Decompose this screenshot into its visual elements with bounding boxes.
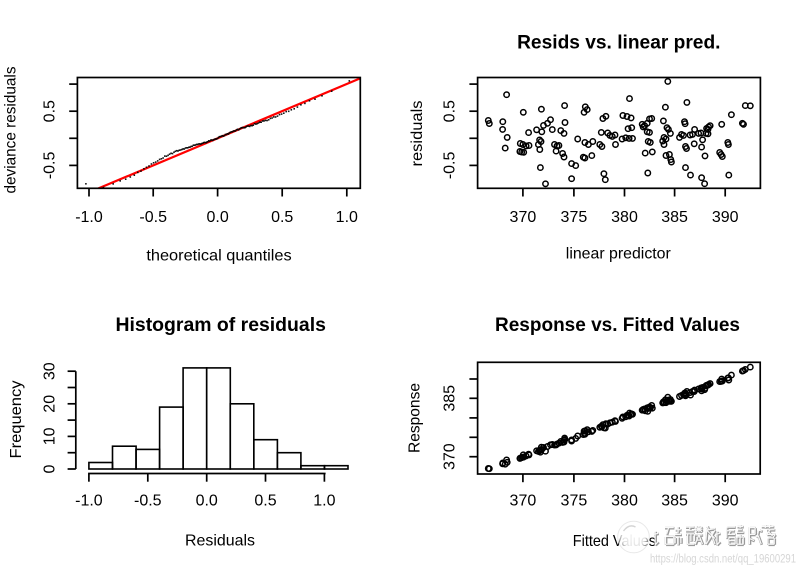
svg-text:0.0: 0.0 [196,493,218,510]
svg-text:370: 370 [442,443,459,470]
svg-text:390: 390 [712,209,739,226]
svg-text:-1.0: -1.0 [75,493,103,510]
svg-text:-0.5: -0.5 [134,493,162,510]
svg-text:385: 385 [442,385,459,412]
svg-text:Resids vs. linear pred.: Resids vs. linear pred. [517,33,720,54]
svg-text:385: 385 [661,493,688,510]
svg-text:linear predictor: linear predictor [566,246,672,263]
svg-text:10: 10 [42,427,59,445]
svg-text:375: 375 [561,209,588,226]
svg-text:https://blog.csdn.net/qq_19600: https://blog.csdn.net/qq_19600291 [650,554,796,566]
svg-text:0.5: 0.5 [271,209,293,226]
svg-text:385: 385 [661,209,688,226]
svg-text:Histogram of residuals: Histogram of residuals [116,315,326,336]
svg-text:375: 375 [561,493,588,510]
svg-text:0.5: 0.5 [254,493,276,510]
svg-text:-1.0: -1.0 [75,209,103,226]
svg-text:deviance residuals: deviance residuals [3,67,20,194]
svg-text:380: 380 [611,209,638,226]
svg-text:0: 0 [42,464,59,473]
svg-text:370: 370 [510,493,537,510]
svg-text:0.5: 0.5 [442,100,459,122]
svg-text:-0.5: -0.5 [442,152,459,180]
svg-text:380: 380 [611,493,638,510]
svg-text:-0.5: -0.5 [139,209,167,226]
svg-text:390: 390 [712,493,739,510]
svg-text:Response: Response [407,383,424,453]
svg-text:1.0: 1.0 [336,209,358,226]
svg-text:Response vs. Fitted Values: Response vs. Fitted Values [495,315,740,336]
svg-text:Residuals: Residuals [185,533,255,550]
svg-text:20: 20 [42,395,59,413]
svg-text:-0.5: -0.5 [42,152,59,180]
svg-text:370: 370 [510,209,537,226]
svg-text:residuals: residuals [409,101,426,167]
svg-text:1.0: 1.0 [313,493,335,510]
svg-text:0.0: 0.0 [206,209,228,226]
svg-text:Frequency: Frequency [8,381,25,459]
svg-text:30: 30 [42,362,59,380]
svg-text:theoretical quantiles: theoretical quantiles [146,248,291,265]
svg-text:0.5: 0.5 [42,100,59,122]
